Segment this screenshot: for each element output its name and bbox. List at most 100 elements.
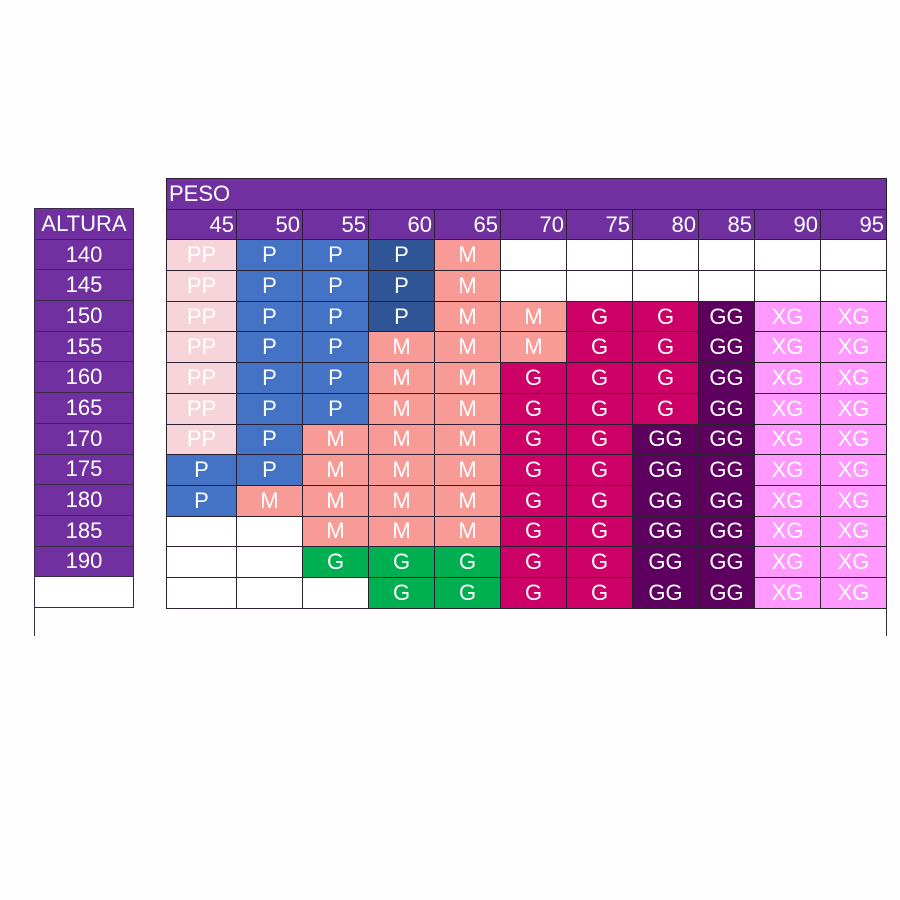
size-cell: M bbox=[368, 454, 435, 486]
size-cell: G bbox=[632, 300, 699, 333]
size-cell bbox=[820, 270, 887, 302]
weight-header: 60 bbox=[368, 208, 435, 241]
table-row: PP P P M M G G G GG XG XG bbox=[166, 392, 887, 425]
table-row: M M M G G GG GG XG XG bbox=[166, 515, 887, 548]
size-cell: XG bbox=[754, 546, 821, 578]
size-cell: XG bbox=[754, 362, 821, 394]
size-cell: M bbox=[368, 515, 435, 548]
size-cell: P bbox=[368, 239, 435, 272]
height-cell: 170 bbox=[34, 422, 134, 455]
size-cell: XG bbox=[820, 300, 887, 333]
size-cell: G bbox=[632, 331, 699, 364]
height-cell: 190 bbox=[34, 545, 134, 578]
size-cell: M bbox=[368, 484, 435, 517]
size-cell: M bbox=[302, 454, 369, 486]
size-cell: M bbox=[434, 331, 501, 364]
size-cell: M bbox=[368, 362, 435, 394]
size-cell: P bbox=[302, 300, 369, 333]
size-cell: XG bbox=[754, 392, 821, 425]
size-cell: XG bbox=[820, 331, 887, 364]
size-cell bbox=[754, 239, 821, 272]
size-cell: M bbox=[434, 423, 501, 456]
size-cell bbox=[566, 270, 633, 302]
size-cell: P bbox=[302, 239, 369, 272]
size-cell: G bbox=[500, 546, 567, 578]
size-cell: M bbox=[236, 484, 303, 517]
size-cell: PP bbox=[166, 239, 237, 272]
size-cell: M bbox=[368, 423, 435, 456]
size-cell: XG bbox=[754, 300, 821, 333]
size-cell: XG bbox=[754, 484, 821, 517]
size-cell: G bbox=[566, 392, 633, 425]
size-cell: M bbox=[302, 515, 369, 548]
size-cell: XG bbox=[820, 362, 887, 394]
weight-header: 95 bbox=[820, 208, 887, 241]
size-cell: GG bbox=[698, 515, 755, 548]
table-row: PP P P M M G G G GG XG XG bbox=[166, 362, 887, 394]
table-row: P M M M M G G GG GG XG XG bbox=[166, 484, 887, 517]
size-cell: XG bbox=[754, 423, 821, 456]
table-row: P P M M M G G GG GG XG XG bbox=[166, 454, 887, 486]
size-cell: P bbox=[368, 300, 435, 333]
size-cell bbox=[236, 515, 303, 548]
height-cell: 145 bbox=[34, 269, 134, 302]
size-cell bbox=[566, 239, 633, 272]
size-cell: G bbox=[500, 515, 567, 548]
height-column: ALTURA 140 145 150 155 160 165 170 175 180 185 190 bbox=[34, 208, 134, 608]
size-cell: XG bbox=[820, 454, 887, 486]
size-cell: P bbox=[236, 392, 303, 425]
weight-header-row: 45 50 55 60 65 70 75 80 85 90 95 bbox=[166, 208, 887, 241]
size-chart-table: PESO 45 50 55 60 65 70 75 80 85 90 95 PP P P P M PP P P P M… bbox=[166, 178, 887, 609]
table-row: PP P P P M M G G GG XG XG bbox=[166, 300, 887, 333]
size-cell: PP bbox=[166, 362, 237, 394]
size-cell: G bbox=[566, 546, 633, 578]
peso-header: PESO bbox=[166, 178, 887, 210]
size-cell: GG bbox=[698, 423, 755, 456]
size-cell: XG bbox=[820, 423, 887, 456]
size-cell: GG bbox=[632, 423, 699, 456]
size-cell: G bbox=[632, 392, 699, 425]
size-cell: P bbox=[236, 270, 303, 302]
size-cell: M bbox=[434, 392, 501, 425]
size-cell: GG bbox=[632, 454, 699, 486]
size-cell: GG bbox=[632, 515, 699, 548]
size-cell: P bbox=[236, 454, 303, 486]
height-cell: 185 bbox=[34, 514, 134, 547]
weight-header: 45 bbox=[166, 208, 237, 241]
size-cell bbox=[632, 239, 699, 272]
size-cell: P bbox=[236, 423, 303, 456]
size-cell: G bbox=[500, 454, 567, 486]
size-cell: XG bbox=[820, 392, 887, 425]
size-cell: M bbox=[434, 300, 501, 333]
size-cell bbox=[500, 239, 567, 272]
size-cell: GG bbox=[632, 546, 699, 578]
table-row: G G G G GG GG XG XG bbox=[166, 576, 887, 609]
size-cell: M bbox=[500, 300, 567, 333]
size-cell: G bbox=[566, 515, 633, 548]
size-cell: P bbox=[236, 331, 303, 364]
table-row: G G G G G GG GG XG XG bbox=[166, 546, 887, 578]
size-cell: G bbox=[434, 546, 501, 578]
size-cell bbox=[166, 515, 237, 548]
size-cell bbox=[236, 546, 303, 578]
size-cell: M bbox=[434, 270, 501, 302]
height-cell: 150 bbox=[34, 300, 134, 332]
size-cell bbox=[698, 239, 755, 272]
size-cell: XG bbox=[820, 484, 887, 517]
size-cell bbox=[632, 270, 699, 302]
table-row: PP P P P M bbox=[166, 270, 887, 302]
weight-header: 75 bbox=[566, 208, 633, 241]
size-cell: G bbox=[566, 423, 633, 456]
table-frame bbox=[34, 608, 887, 636]
size-cell: G bbox=[566, 362, 633, 394]
size-cell: P bbox=[236, 362, 303, 394]
size-cell: GG bbox=[632, 576, 699, 609]
size-cell: PP bbox=[166, 270, 237, 302]
table-row: PP P P P M bbox=[166, 239, 887, 272]
size-cell: G bbox=[500, 392, 567, 425]
weight-header: 55 bbox=[302, 208, 369, 241]
height-cell: 175 bbox=[34, 453, 134, 486]
size-cell: M bbox=[302, 484, 369, 517]
size-cell: XG bbox=[754, 576, 821, 609]
size-cell: GG bbox=[698, 546, 755, 578]
